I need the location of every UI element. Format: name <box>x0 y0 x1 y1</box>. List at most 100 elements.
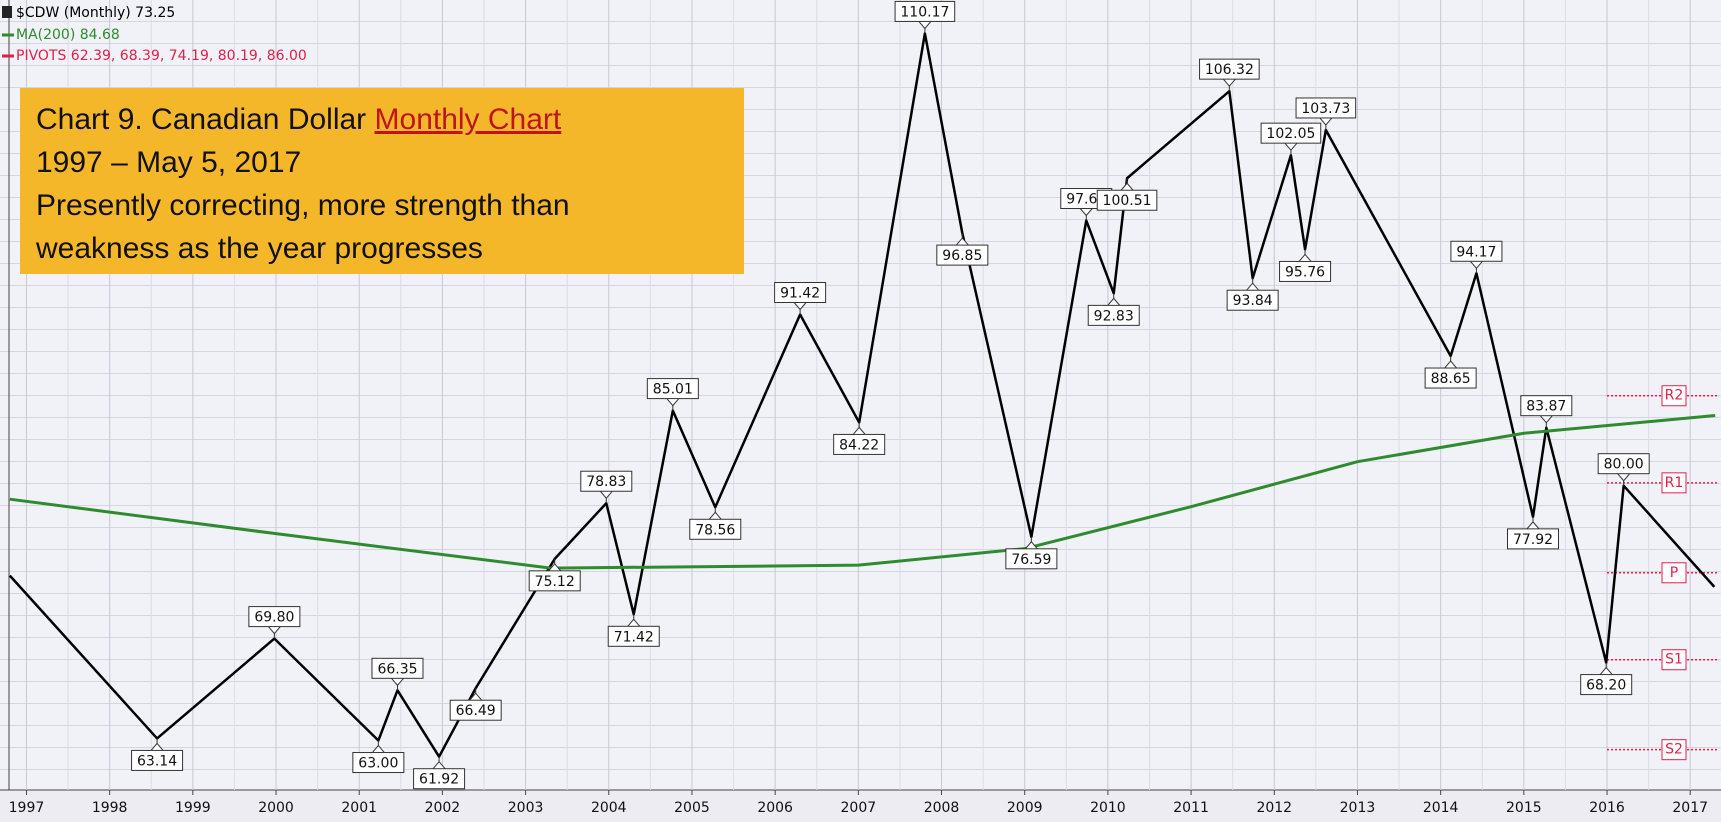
swing-label-box <box>894 0 956 22</box>
swing-label-box <box>1087 304 1140 326</box>
swing-pointer <box>599 490 613 500</box>
swing-label: 96.85 <box>942 248 982 264</box>
swing-label: 100.51 <box>1103 193 1152 209</box>
swing-label: 106.32 <box>1205 62 1254 78</box>
swing-label-box <box>1279 260 1332 282</box>
x-axis-band <box>0 790 1721 822</box>
swing-label-box <box>449 699 502 721</box>
swing-pointer <box>1079 208 1093 217</box>
swing-pointer <box>1284 142 1298 151</box>
swing-label: 91.42 <box>780 286 820 302</box>
swing-pointer <box>469 692 483 701</box>
annotation-line: Presently correcting, more strength than <box>36 189 570 222</box>
swing-pointer <box>708 511 722 520</box>
swing-pointer <box>1539 415 1553 424</box>
swing-label-box <box>607 625 660 647</box>
x-tick-label: 2010 <box>1090 800 1126 816</box>
swing-pointer <box>1526 521 1540 530</box>
swing-label: 88.65 <box>1431 371 1471 387</box>
swing-label-box <box>1580 674 1633 696</box>
swing-label-box <box>1450 240 1503 262</box>
swing-label-box <box>580 470 633 492</box>
swing-label: 110.17 <box>900 4 949 20</box>
pivot-label: P <box>1670 565 1678 581</box>
swing-pointer <box>1617 473 1631 482</box>
x-tick-label: 2014 <box>1423 800 1459 816</box>
swing-label-box <box>1226 289 1279 311</box>
swing-label: 69.80 <box>254 610 294 626</box>
swing-pointer <box>666 398 680 407</box>
legend-entry: $CDW (Monthly) 73.25 <box>16 5 175 21</box>
x-tick-label: 2011 <box>1173 800 1209 816</box>
swing-label-box <box>413 768 466 790</box>
price-line <box>8 32 1716 758</box>
annotation-title: Chart 9. Canadian Dollar Monthly Chart <box>36 98 728 141</box>
swing-label-box <box>936 244 989 266</box>
swing-pointer <box>955 237 969 246</box>
swing-pointer <box>150 742 164 751</box>
swing-label-box <box>1597 453 1650 475</box>
swing-label: 83.87 <box>1526 399 1566 415</box>
swing-label: 78.56 <box>695 522 735 538</box>
swing-pointer <box>432 760 446 770</box>
x-tick-label: 2001 <box>341 800 377 816</box>
swing-label-box <box>528 570 581 592</box>
swing-pointer <box>1599 666 1613 675</box>
pivot-label-box <box>1661 562 1687 584</box>
pivot-label-box <box>1661 472 1687 494</box>
legend-entry: PIVOTS 62.39, 68.39, 74.19, 80.19, 86.00 <box>16 48 307 64</box>
swing-pointer <box>1120 182 1134 191</box>
legend-icon <box>2 6 12 18</box>
annotation-box: Chart 9. Canadian Dollar Monthly Chart 1… <box>20 88 744 274</box>
swing-label-box <box>1295 97 1357 119</box>
swing-label: 93.84 <box>1233 293 1273 309</box>
swing-label-box <box>371 657 424 679</box>
x-tick-label: 2016 <box>1589 800 1625 816</box>
swing-label-box <box>1199 58 1260 80</box>
swing-label: 102.05 <box>1266 126 1315 142</box>
swing-label: 66.49 <box>456 703 496 719</box>
swing-label-box <box>131 749 184 771</box>
annotation-line: 1997 – May 5, 2017 <box>36 146 302 179</box>
pivot-label: R1 <box>1665 475 1684 491</box>
swing-label-box <box>774 282 827 304</box>
swing-label: 85.01 <box>653 382 693 398</box>
swing-label-box <box>1096 189 1158 211</box>
swing-pointer <box>548 563 562 572</box>
swing-pointer <box>1025 541 1038 550</box>
annotation-text: Chart 9. Canadian Dollar <box>36 103 375 136</box>
x-tick-label: 2003 <box>508 800 544 816</box>
swing-label: 103.73 <box>1301 101 1350 117</box>
swing-label: 63.00 <box>358 756 398 772</box>
swing-label-box <box>646 378 699 400</box>
x-tick-label: 1997 <box>9 800 45 816</box>
swing-pointer <box>1470 260 1483 270</box>
link[interactable]: Monthly Chart <box>374 103 562 136</box>
pivot-label-box <box>1661 649 1687 671</box>
x-tick-label: 1999 <box>175 800 211 816</box>
swing-label-box <box>1260 122 1322 144</box>
swing-pointer <box>391 677 404 687</box>
x-tick-label: 2013 <box>1340 800 1376 816</box>
x-tick-label: 1998 <box>92 800 128 816</box>
x-tick-label: 2004 <box>591 800 627 816</box>
swing-label: 78.83 <box>586 474 626 490</box>
x-tick-label: 2000 <box>258 800 294 816</box>
pivot-label: S1 <box>1665 652 1683 668</box>
pivot-label-box <box>1661 739 1687 761</box>
swing-label-box <box>1506 528 1559 550</box>
swing-label: 66.35 <box>377 661 417 677</box>
swing-label: 76.59 <box>1011 552 1051 568</box>
x-tick-label: 2005 <box>674 800 710 816</box>
swing-pointer <box>852 426 866 435</box>
annotation-line: weakness as the year progresses <box>36 232 483 265</box>
swing-label: 68.20 <box>1586 678 1626 694</box>
swing-pointer <box>793 302 807 311</box>
swing-label: 80.00 <box>1604 457 1644 473</box>
swing-pointer <box>1298 253 1312 262</box>
swing-pointer <box>1107 297 1121 306</box>
swing-label: 94.17 <box>1456 244 1496 260</box>
swing-pointer <box>1444 360 1458 369</box>
swing-label: 77.92 <box>1513 532 1553 548</box>
legend: $CDW (Monthly) 73.25 MA(200) 84.68 PIVOT… <box>2 5 307 64</box>
